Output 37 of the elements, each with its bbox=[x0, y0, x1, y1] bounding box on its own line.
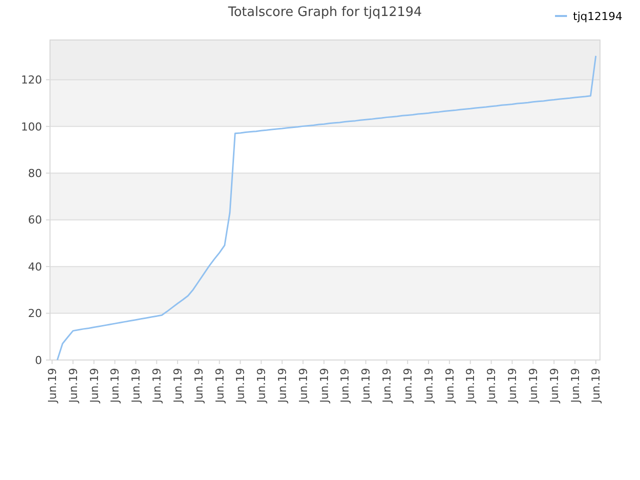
x-tick-label: Jun.19 bbox=[485, 368, 498, 404]
x-tick-label: Jun.19 bbox=[338, 368, 352, 404]
x-tick-label: Jun.19 bbox=[88, 368, 101, 404]
chart-title: Totalscore Graph for tjq12194 bbox=[227, 5, 422, 20]
x-tick-label: Jun.19 bbox=[360, 368, 373, 404]
y-tick-label: 40 bbox=[28, 260, 42, 274]
x-tick-label: Jun.19 bbox=[46, 368, 59, 404]
x-tick-label: Jun.19 bbox=[276, 368, 289, 404]
x-tick-label: Jun.19 bbox=[255, 368, 268, 404]
x-tick-label: Jun.19 bbox=[464, 368, 478, 404]
x-tick-label: Jun.19 bbox=[108, 368, 122, 404]
x-tick-label: Jun.19 bbox=[590, 368, 603, 404]
x-tick-label: Jun.19 bbox=[548, 368, 561, 404]
x-tick-label: Jun.19 bbox=[422, 368, 436, 404]
y-tick-label: 60 bbox=[28, 214, 42, 227]
x-tick-label: Jun.19 bbox=[443, 368, 456, 404]
x-tick-label: Jun.19 bbox=[568, 368, 582, 404]
x-tick-label: Jun.19 bbox=[318, 368, 331, 404]
legend-label: tjq12194 bbox=[573, 10, 622, 23]
y-tick-label: 20 bbox=[28, 307, 42, 320]
x-tick-label: Jun.19 bbox=[130, 368, 143, 404]
x-tick-label: Jun.19 bbox=[234, 368, 248, 404]
y-tick-label: 80 bbox=[28, 166, 42, 180]
line-series bbox=[56, 55, 597, 361]
x-tick-label: Jun.19 bbox=[526, 368, 540, 404]
y-tick-label: 100 bbox=[21, 120, 42, 134]
x-tick-label: Jun.19 bbox=[171, 368, 184, 404]
x-tick-label: Jun.19 bbox=[150, 368, 164, 404]
x-tick-label: Jun.19 bbox=[401, 368, 414, 404]
x-tick-label: Jun.19 bbox=[213, 368, 226, 404]
x-tick-label: Jun.19 bbox=[506, 368, 520, 404]
y-tick-label: 120 bbox=[21, 74, 42, 87]
x-tick-label: Jun.19 bbox=[380, 368, 394, 404]
x-tick-label: Jun.19 bbox=[192, 368, 206, 404]
y-tick-label: 0 bbox=[35, 354, 42, 367]
x-tick-label: Jun.19 bbox=[66, 368, 80, 404]
x-tick-label: Jun.19 bbox=[296, 368, 310, 404]
